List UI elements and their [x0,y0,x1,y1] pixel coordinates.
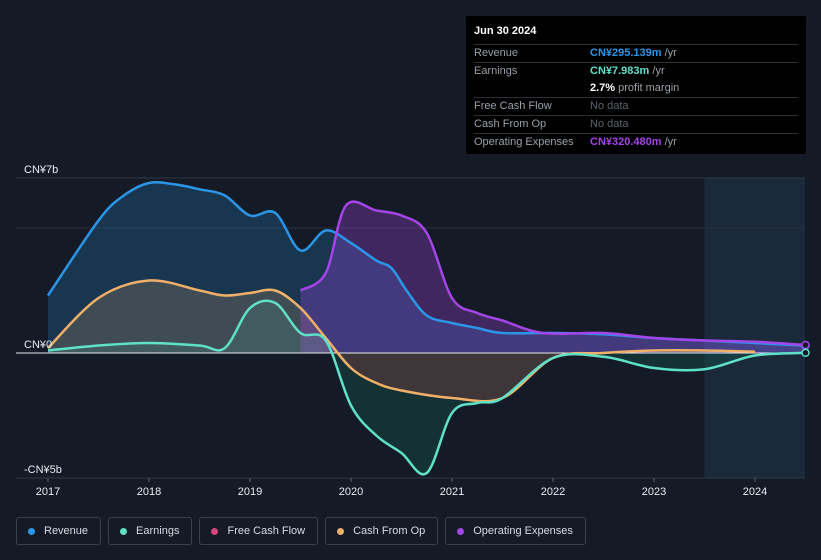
tooltip-value: CN¥295.139m [590,47,662,59]
tooltip-row-free-cash-flow: Free Cash Flow No data [474,97,798,115]
legend-label: Cash From Op [353,525,426,537]
legend-item-revenue[interactable]: Revenue [16,517,102,545]
tooltip: Jun 30 2024 Revenue CN¥295.139m /yr Earn… [466,16,806,154]
legend-label: Free Cash Flow [227,525,306,537]
legend-label: Earnings [136,525,180,537]
tooltip-label: Free Cash Flow [474,100,552,112]
tooltip-row-earnings: Earnings CN¥7.983m /yr [474,62,798,80]
x-tick-label: 2022 [541,486,565,498]
legend-dot-icon [120,527,128,535]
area-earnings [48,300,806,353]
series-line-revenue [46,180,806,347]
x-tick-label: 2024 [743,486,767,498]
tooltip-label: Earnings [474,65,518,77]
tooltip-row-operating-expenses: Operating Expenses CN¥320.480m /yr [474,133,798,151]
plot-area: CN¥7b CN¥0 -CN¥5b 2017 2018 2019 2020 2021 2022 2… [16,164,810,498]
tooltip-row-revenue: Revenue CN¥295.139m /yr [474,44,798,62]
series-line-operating-expenses [299,200,806,347]
legend-item-earnings[interactable]: Earnings [108,517,193,545]
tooltip-value: No data [590,118,629,130]
y-tick-label: CN¥7b [24,164,58,176]
legend-item-operating-expenses[interactable]: Operating Expenses [445,517,586,545]
tooltip-unit: /yr [661,47,677,59]
x-tick-label: 2023 [642,486,666,498]
tooltip-date: Jun 30 2024 [474,25,537,37]
end-marker-operating-expenses [801,340,810,350]
x-tick-label: 2017 [36,486,60,498]
tooltip-label: Revenue [474,47,519,59]
forecast-region [704,178,805,478]
series-line-cash-from-op [47,279,756,403]
area-earnings-negative [48,353,806,475]
x-tick-label: 2019 [238,486,262,498]
x-tick-label: 2020 [339,486,363,498]
legend-dot-icon [211,527,219,535]
tooltip-row-cash-from-op: Cash From Op No data [474,115,798,133]
tooltip-unit: /yr [661,136,677,148]
tooltip-unit: /yr [649,65,665,77]
series-line-earnings [47,299,806,476]
y-tick-label: CN¥0 [24,339,52,351]
tooltip-value: 2.7% [590,82,616,94]
tooltip-value: CN¥7.983m [590,65,650,77]
area-cash-from-op [48,280,755,353]
legend-item-cash-from-op[interactable]: Cash From Op [325,517,439,545]
legend: Revenue Earnings Free Cash Flow Cash Fro… [16,517,593,545]
area-revenue [48,182,806,353]
tooltip-label [474,80,590,97]
x-tick-label: 2018 [137,486,161,498]
tooltip-label: Cash From Op [474,118,547,130]
end-marker-earnings [801,348,810,358]
tooltip-unit: profit margin [615,82,680,94]
tooltip-value: No data [590,100,629,112]
legend-dot-icon [28,527,35,535]
tooltip-value: CN¥320.480m [590,136,662,148]
legend-item-free-cash-flow[interactable]: Free Cash Flow [199,517,319,545]
tooltip-row-profit-margin: 2.7% profit margin [474,80,798,97]
legend-label: Operating Expenses [473,525,573,537]
x-tick-label: 2021 [440,486,464,498]
legend-dot-icon [457,527,465,535]
y-tick-label: -CN¥5b [24,464,62,476]
legend-dot-icon [337,527,345,535]
area-cash-from-op-negative [48,353,755,402]
legend-label: Revenue [44,525,89,537]
tooltip-label: Operating Expenses [474,136,574,148]
